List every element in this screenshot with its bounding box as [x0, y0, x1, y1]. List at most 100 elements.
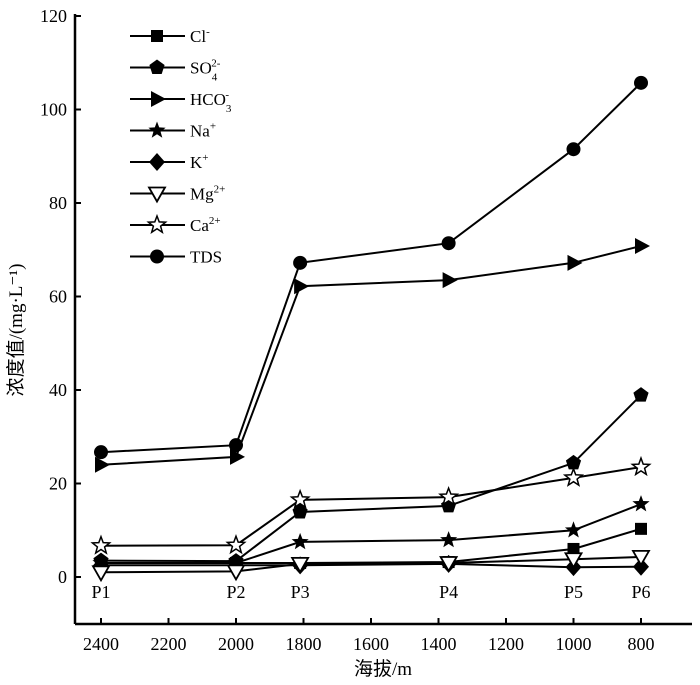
- legend-label-sup: -: [206, 26, 210, 38]
- y-tick-label: 120: [40, 6, 67, 26]
- point-label-p6: P6: [631, 582, 650, 602]
- legend-marker-tds: [150, 249, 164, 264]
- legend-label-base: HCO: [190, 90, 226, 109]
- legend-marker-cl: [151, 30, 163, 42]
- series-line-hco: [100, 245, 642, 466]
- legend-label-k: K+: [190, 152, 209, 172]
- series-k: [93, 554, 649, 577]
- legend-label-so: SO4 2-: [190, 58, 221, 84]
- point-label-p1: P1: [91, 582, 110, 602]
- legend-marker-so: [149, 59, 165, 74]
- legend-label-base: Cl: [190, 27, 206, 46]
- series-tds: [94, 75, 648, 460]
- legend: Cl-SO42-HCO3-Na+K+Mg2+Ca2+TDS: [130, 26, 232, 267]
- legend-marker-hco: [151, 91, 166, 107]
- series-mg: [91, 549, 651, 583]
- axes: 0 20 40 60 80 100 120 2400 2200 2000 1800 1600 1400 1…: [40, 6, 692, 654]
- series-line-so: [100, 394, 642, 563]
- legend-label-ca: Ca2+: [190, 215, 221, 235]
- data-point-tds-p5: [566, 142, 581, 157]
- legend-label-base: SO: [190, 59, 212, 78]
- point-label-p5: P5: [564, 582, 583, 602]
- series-line-na: [101, 503, 642, 564]
- legend-item-hco: HCO3 -: [130, 89, 232, 115]
- data-point-so-p6: [633, 387, 649, 402]
- data-point-hco-p3: [294, 278, 310, 295]
- series-line-tds: [100, 82, 642, 454]
- data-point-tds-p2: [229, 438, 243, 453]
- data-point-mg-p3: [290, 557, 310, 574]
- series-layer: [90, 75, 652, 583]
- legend-label-base: K: [190, 153, 203, 172]
- point-label-p2: P2: [226, 582, 245, 602]
- y-tick-label: 40: [49, 380, 67, 400]
- x-tick-label: 2400: [83, 634, 119, 654]
- y-axis-title: 浓度值/(mg·L⁻¹): [5, 264, 27, 397]
- data-point-cl-p5: [567, 542, 580, 555]
- legend-item-k: K+: [130, 152, 209, 172]
- legend-label-sup: 2-: [211, 58, 221, 70]
- data-point-so-p5: [565, 454, 582, 470]
- data-point-mg-p4: [439, 556, 459, 573]
- x-tick-label: 1800: [286, 634, 322, 654]
- legend-label-na: Na+: [190, 121, 216, 141]
- legend-marker-k: [149, 153, 165, 171]
- data-point-so-p3: [292, 504, 308, 519]
- series-line-mg: [100, 555, 642, 574]
- data-point-tds-p4: [441, 236, 456, 251]
- data-point-hco-p4: [442, 272, 458, 289]
- data-point-hco-p5: [567, 254, 583, 271]
- data-point-mg-p2: [226, 564, 246, 582]
- data-point-mg-p5: [563, 552, 584, 570]
- data-point-ca-p5: [562, 466, 585, 487]
- legend-item-cl: Cl-: [130, 26, 210, 46]
- y-tick-label: 0: [58, 567, 67, 587]
- legend-item-so: SO4 2-: [130, 58, 221, 84]
- series-line-ca: [100, 466, 642, 547]
- legend-marker-mg: [147, 186, 167, 204]
- data-point-mg-p1: [91, 565, 111, 583]
- legend-label-base: TDS: [190, 248, 222, 267]
- x-axis-title: 海拔/m: [354, 658, 412, 680]
- y-tick-label: 80: [49, 193, 67, 213]
- x-tick-label: 2200: [151, 634, 187, 654]
- y-tick-label: 100: [40, 100, 67, 120]
- data-point-k-p6: [633, 557, 649, 576]
- legend-label-base: Mg: [190, 185, 214, 204]
- data-point-ca-p1: [90, 534, 112, 555]
- legend-label-hco: HCO3 -: [190, 89, 232, 115]
- data-point-tds-p1: [94, 445, 108, 460]
- data-point-tds-p6: [634, 75, 648, 90]
- data-point-ca-p6: [630, 455, 652, 477]
- legend-label-sub: 3: [226, 103, 232, 115]
- legend-label-sup: -: [225, 89, 229, 101]
- legend-label-base: Ca: [190, 216, 209, 235]
- legend-label-tds: TDS: [190, 248, 222, 267]
- x-tick-label: 1400: [421, 634, 457, 654]
- x-tick-label: 1200: [488, 634, 524, 654]
- legend-item-tds: TDS: [130, 248, 222, 267]
- legend-label-sub: 4: [212, 72, 218, 84]
- data-point-na-p3: [291, 532, 309, 550]
- legend-marker-na: [148, 121, 166, 138]
- series-hco: [95, 238, 650, 473]
- legend-label-base: Na: [190, 122, 210, 141]
- data-point-hco-p6: [635, 238, 650, 255]
- x-tick-label: 1000: [556, 634, 592, 654]
- x-tick-label: 2000: [218, 634, 254, 654]
- legend-label-mg: Mg2+: [190, 184, 225, 204]
- series-ca: [90, 455, 652, 555]
- data-point-hco-p2: [230, 448, 245, 465]
- data-point-cl-p6: [635, 522, 647, 535]
- legend-item-mg: Mg2+: [130, 184, 225, 204]
- data-point-tds-p3: [293, 255, 308, 270]
- legend-marker-ca: [146, 213, 168, 235]
- data-point-na-p6: [632, 495, 650, 512]
- x-tick-label: 1600: [353, 634, 389, 654]
- legend-item-na: Na+: [130, 121, 216, 141]
- x-tick-label: 800: [628, 634, 655, 654]
- y-tick-label: 60: [49, 287, 67, 307]
- legend-label-sup: 2+: [214, 184, 226, 196]
- point-label-p3: P3: [291, 582, 310, 602]
